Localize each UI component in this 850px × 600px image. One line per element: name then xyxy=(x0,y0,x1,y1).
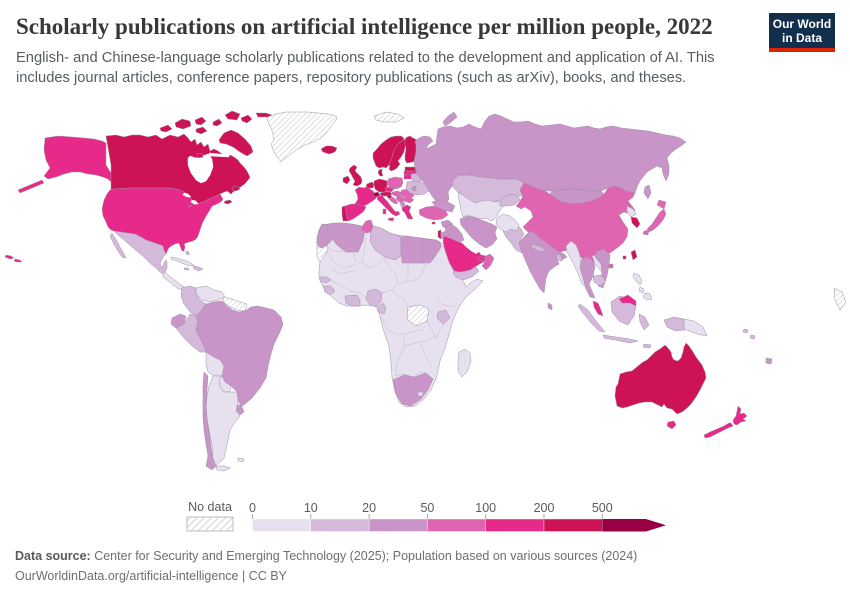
svg-text:10: 10 xyxy=(304,501,318,515)
svg-text:200: 200 xyxy=(534,501,555,515)
svg-text:100: 100 xyxy=(475,501,496,515)
svg-text:No data: No data xyxy=(188,500,232,514)
svg-text:500: 500 xyxy=(592,501,613,515)
svg-text:0: 0 xyxy=(249,501,256,515)
svg-text:50: 50 xyxy=(420,501,434,515)
svg-text:20: 20 xyxy=(362,501,376,515)
